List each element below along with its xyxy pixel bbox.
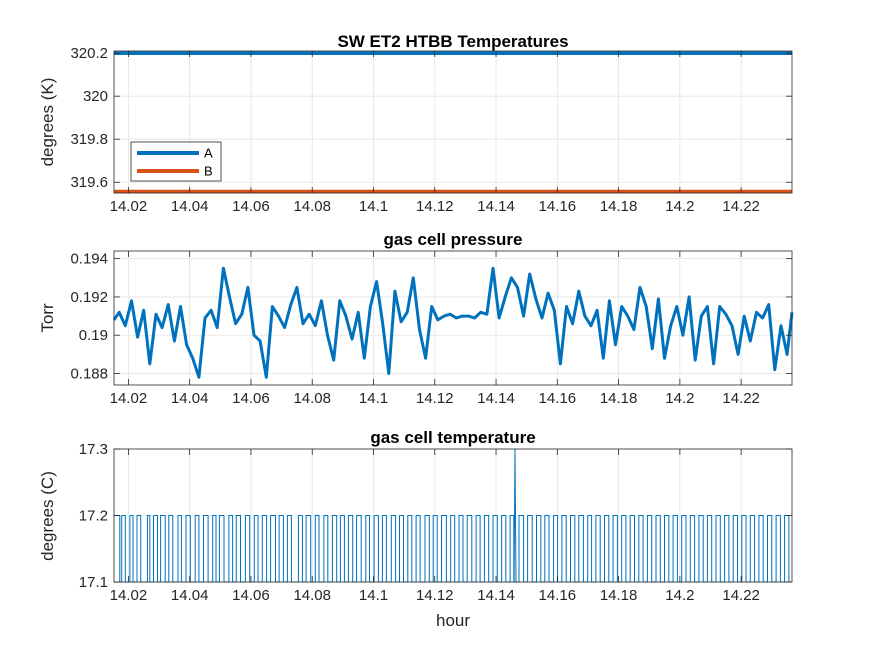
legend-label-b: B xyxy=(204,164,213,179)
x-tick-label: 14.02 xyxy=(110,587,148,604)
x-tick-label: 14.16 xyxy=(539,390,577,407)
y-tick-labels: 0.188 0.19 0.192 0.194 xyxy=(70,251,108,383)
x-tick-label: 14.12 xyxy=(416,587,454,604)
x-tick-label: 14.08 xyxy=(293,587,331,604)
x-tick-label: 14.12 xyxy=(416,198,454,215)
pressure-axes: 14.02 14.04 14.06 14.08 14.1 14.12 14.14 14.16 1… xyxy=(38,230,794,407)
y-tick-labels: 17.1 17.2 17.3 xyxy=(79,441,108,591)
x-tick-label: 14.18 xyxy=(600,587,638,604)
series-line xyxy=(114,448,792,583)
series-group xyxy=(114,51,792,194)
x-tick-labels: 14.02 14.04 14.06 14.08 14.1 14.12 14.14 14.16 1… xyxy=(110,587,760,604)
series-group xyxy=(114,448,792,583)
gas-cell-temperature-axes: 14.02 14.04 14.06 14.08 14.1 14.12 14.14 14.16 1… xyxy=(38,428,793,630)
y-tick-label: 319.8 xyxy=(70,131,108,148)
legend-box xyxy=(130,141,222,182)
x-tick-label: 14.1 xyxy=(359,390,388,407)
x-tick-label: 14.1 xyxy=(359,198,388,215)
x-tick-labels: 14.02 14.04 14.06 14.08 14.1 14.12 14.14 14.16 1… xyxy=(110,390,760,407)
chart-title: gas cell temperature xyxy=(370,428,535,447)
y-tick-label: 319.6 xyxy=(70,174,108,191)
chart-title: SW ET2 HTBB Temperatures xyxy=(337,32,568,51)
x-tick-label: 14.14 xyxy=(477,587,515,604)
y-axis-label: Torr xyxy=(38,303,57,333)
temperatures-axes: 14.02 14.04 14.06 14.08 14.1 14.12 14.14 14.16 1… xyxy=(38,32,793,215)
x-axis-label: hour xyxy=(436,611,470,630)
x-tick-label: 14.04 xyxy=(171,198,209,215)
y-axis-label: degrees (C) xyxy=(38,471,57,561)
y-tick-label: 0.194 xyxy=(70,251,108,268)
x-tick-label: 14.2 xyxy=(665,198,694,215)
axes-box xyxy=(113,50,793,194)
y-tick-label: 320 xyxy=(83,88,108,105)
grid xyxy=(114,251,792,385)
x-tick-label: 14.06 xyxy=(232,587,270,604)
y-tick-label: 0.192 xyxy=(70,289,108,306)
y-tick-label: 17.2 xyxy=(79,508,108,525)
x-tick-label: 14.18 xyxy=(600,198,638,215)
series-group xyxy=(112,266,794,379)
y-axis-label: degrees (K) xyxy=(38,78,57,167)
y-tick-label: 0.19 xyxy=(79,327,108,344)
x-tick-label: 14.12 xyxy=(416,390,454,407)
x-tick-label: 14.04 xyxy=(171,390,209,407)
y-tick-label: 17.3 xyxy=(79,441,108,458)
y-tick-label: 320.2 xyxy=(70,45,108,62)
x-tick-label: 14.1 xyxy=(359,587,388,604)
x-tick-label: 14.2 xyxy=(665,587,694,604)
x-tick-label: 14.06 xyxy=(232,198,270,215)
legend: A B xyxy=(130,141,222,182)
x-tick-label: 14.18 xyxy=(600,390,638,407)
x-tick-label: 14.08 xyxy=(293,390,331,407)
x-tick-label: 14.08 xyxy=(293,198,331,215)
y-tick-label: 17.1 xyxy=(79,574,108,591)
x-tick-label: 14.02 xyxy=(110,198,148,215)
x-tick-label: 14.14 xyxy=(477,198,515,215)
chart-title: gas cell pressure xyxy=(384,230,523,249)
y-tick-label: 0.188 xyxy=(70,366,108,383)
x-tick-label: 14.16 xyxy=(539,198,577,215)
axes-box xyxy=(113,250,793,386)
x-tick-label: 14.2 xyxy=(665,390,694,407)
x-tick-label: 14.22 xyxy=(722,587,760,604)
legend-label-a: A xyxy=(204,146,213,161)
x-tick-label: 14.02 xyxy=(110,390,148,407)
x-tick-labels: 14.02 14.04 14.06 14.08 14.1 14.12 14.14 14.16 1… xyxy=(110,198,760,215)
x-tick-label: 14.04 xyxy=(171,587,209,604)
y-tick-labels: 319.6 319.8 320 320.2 xyxy=(70,45,108,191)
x-tick-label: 14.22 xyxy=(722,390,760,407)
x-tick-label: 14.06 xyxy=(232,390,270,407)
x-tick-label: 14.22 xyxy=(722,198,760,215)
x-tick-label: 14.14 xyxy=(477,390,515,407)
series-line xyxy=(112,266,794,379)
x-tick-label: 14.16 xyxy=(539,587,577,604)
plot-area xyxy=(114,51,792,193)
